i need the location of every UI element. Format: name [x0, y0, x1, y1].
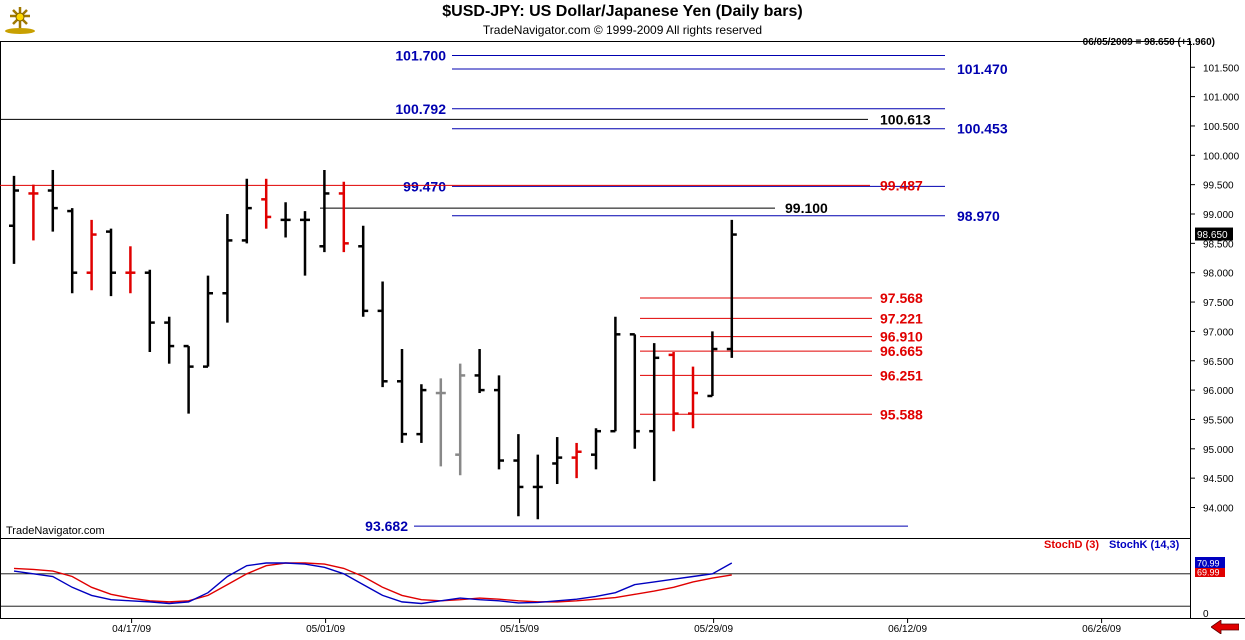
- y-tick-label: 98.000: [1203, 269, 1234, 280]
- level-label: 96.665: [880, 343, 923, 359]
- x-tick-label: 04/17/09: [112, 624, 151, 635]
- chart-copyright: TradeNavigator.com © 1999-2009 All right…: [482, 23, 763, 37]
- y-tick-label: 94.500: [1203, 474, 1234, 485]
- y-tick-label: 100.500: [1203, 122, 1240, 133]
- y-tick-label: 96.000: [1203, 386, 1234, 397]
- y-tick-label: 97.000: [1203, 327, 1234, 338]
- legend-stoch-k: StochK (14,3): [1109, 539, 1180, 551]
- level-label: 99.487: [880, 177, 923, 193]
- level-label: 100.453: [957, 121, 1008, 137]
- level-label: 101.470: [957, 61, 1008, 77]
- level-label: 99.100: [785, 200, 828, 216]
- stoch-d-last-label: 69.99: [1197, 568, 1220, 578]
- level-label: 98.970: [957, 208, 1000, 224]
- level-label: 95.588: [880, 406, 923, 422]
- level-label: 100.792: [395, 101, 446, 117]
- stoch-d-last-box: [1195, 566, 1225, 577]
- level-label: 97.221: [880, 310, 923, 326]
- stoch-k-line: [13, 562, 733, 605]
- stoch-k-last-box: [1195, 557, 1225, 568]
- x-tick-label: 05/15/09: [500, 624, 539, 635]
- current-price-box: [1195, 227, 1233, 241]
- y-tick-label: 94.000: [1203, 504, 1234, 515]
- ship-wheel-logo-icon: [4, 4, 36, 34]
- level-label: 96.910: [880, 329, 923, 345]
- watermark: TradeNavigator.com: [6, 525, 105, 537]
- y-tick-label: 95.500: [1203, 415, 1234, 426]
- x-tick-label: 06/26/09: [1082, 624, 1121, 635]
- level-label: 99.470: [403, 178, 446, 194]
- chart-title: $USD-JPY: US Dollar/Japanese Yen (Daily …: [442, 3, 803, 20]
- level-label: 100.613: [880, 111, 931, 127]
- y-tick-label: 101.500: [1203, 63, 1240, 74]
- level-label: 101.700: [395, 48, 446, 64]
- y-tick-label: 97.500: [1203, 298, 1234, 309]
- x-tick-label: 06/12/09: [888, 624, 927, 635]
- y-tick-label: 99.000: [1203, 210, 1234, 221]
- red-left-arrow-icon[interactable]: [1210, 619, 1240, 635]
- x-tick-label: 05/01/09: [306, 624, 345, 635]
- y-tick-label: 101.000: [1203, 93, 1240, 104]
- stoch-k-last-label: 70.99: [1197, 559, 1220, 569]
- current-price-label: 98.650: [1197, 230, 1228, 241]
- current-price-status: 06/05/2009 = 98.650 (+1.960): [1082, 37, 1215, 48]
- stoch-y-tick-label: 0: [1203, 609, 1209, 620]
- y-tick-label: 96.500: [1203, 357, 1234, 368]
- y-tick-label: 99.500: [1203, 181, 1234, 192]
- y-tick-label: 100.000: [1203, 151, 1240, 162]
- level-label: 93.682: [365, 518, 408, 534]
- stoch-d-line: [13, 562, 732, 603]
- y-tick-label: 98.500: [1203, 239, 1234, 250]
- x-tick-label: 05/29/09: [694, 624, 733, 635]
- y-tick-label: 95.000: [1203, 445, 1234, 456]
- legend-stoch-d: StochD (3): [1044, 539, 1099, 551]
- level-label: 96.251: [880, 367, 923, 383]
- level-label: 97.568: [880, 290, 923, 306]
